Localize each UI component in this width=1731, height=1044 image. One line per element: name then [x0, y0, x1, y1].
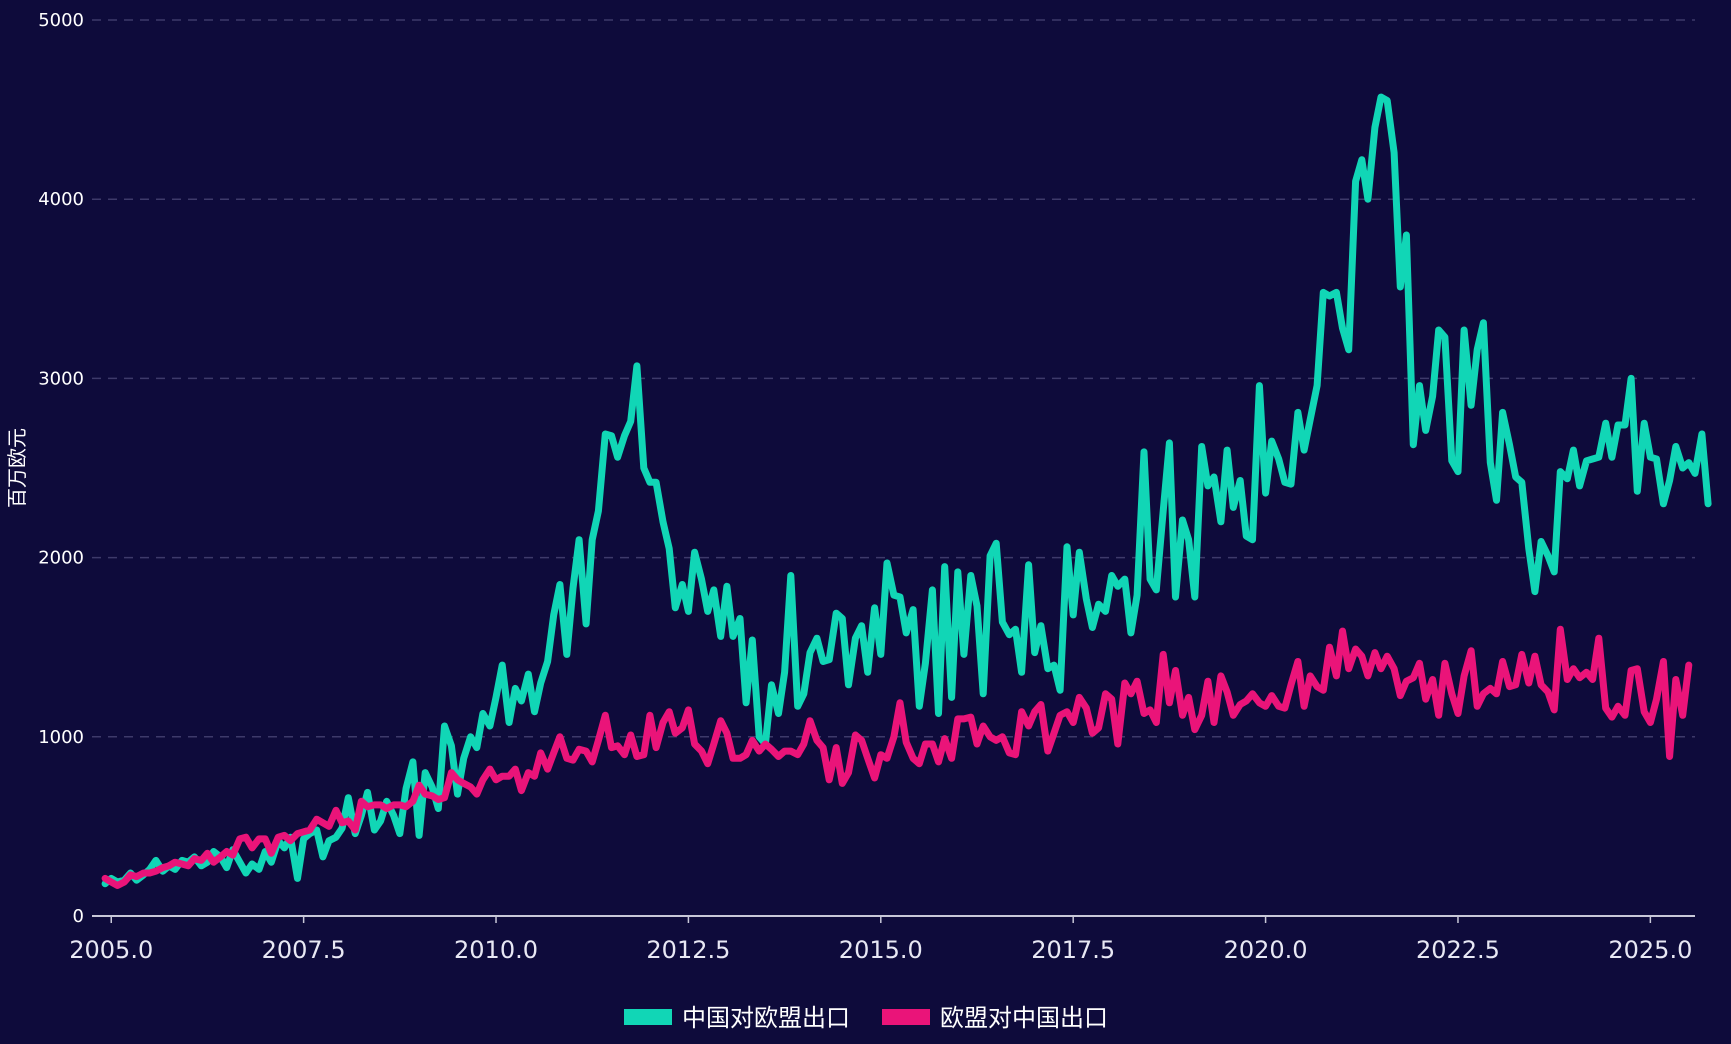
x-tick-label: 2025.0 [1608, 936, 1692, 964]
y-tick-label: 0 [73, 906, 84, 927]
legend-swatch-1 [624, 1009, 672, 1025]
y-tick-label: 3000 [38, 368, 84, 389]
x-tick-label: 2020.0 [1224, 936, 1308, 964]
y-tick-label: 2000 [38, 548, 84, 569]
y-axis-label: 百万欧元 [5, 428, 29, 508]
x-tick-label: 2022.5 [1416, 936, 1500, 964]
y-tick-label: 1000 [38, 727, 84, 748]
series-line-1 [101, 93, 1712, 888]
series-lines [101, 93, 1712, 889]
x-tick-label: 2010.0 [454, 936, 538, 964]
legend-label-2: 欧盟对中国出口 [940, 1004, 1108, 1032]
x-tick-label: 2015.0 [839, 936, 923, 964]
y-tick-label: 4000 [38, 189, 84, 210]
x-axis-ticks: 2005.0 2007.5 2010.0 2012.5 2015.0 2017.5 2020… [69, 916, 1692, 964]
x-tick-label: 2007.5 [262, 936, 346, 964]
x-tick-label: 2012.5 [646, 936, 730, 964]
y-axis-ticks: 0 1000 2000 3000 4000 5000 [38, 10, 84, 927]
legend-swatch-2 [882, 1009, 930, 1025]
y-tick-label: 5000 [38, 10, 84, 31]
x-tick-label: 2017.5 [1031, 936, 1115, 964]
legend: 中国对欧盟出口 欧盟对中国出口 [624, 1004, 1108, 1032]
legend-label-1: 中国对欧盟出口 [682, 1004, 850, 1032]
x-tick-label: 2005.0 [69, 936, 153, 964]
series-line-2 [101, 625, 1693, 889]
